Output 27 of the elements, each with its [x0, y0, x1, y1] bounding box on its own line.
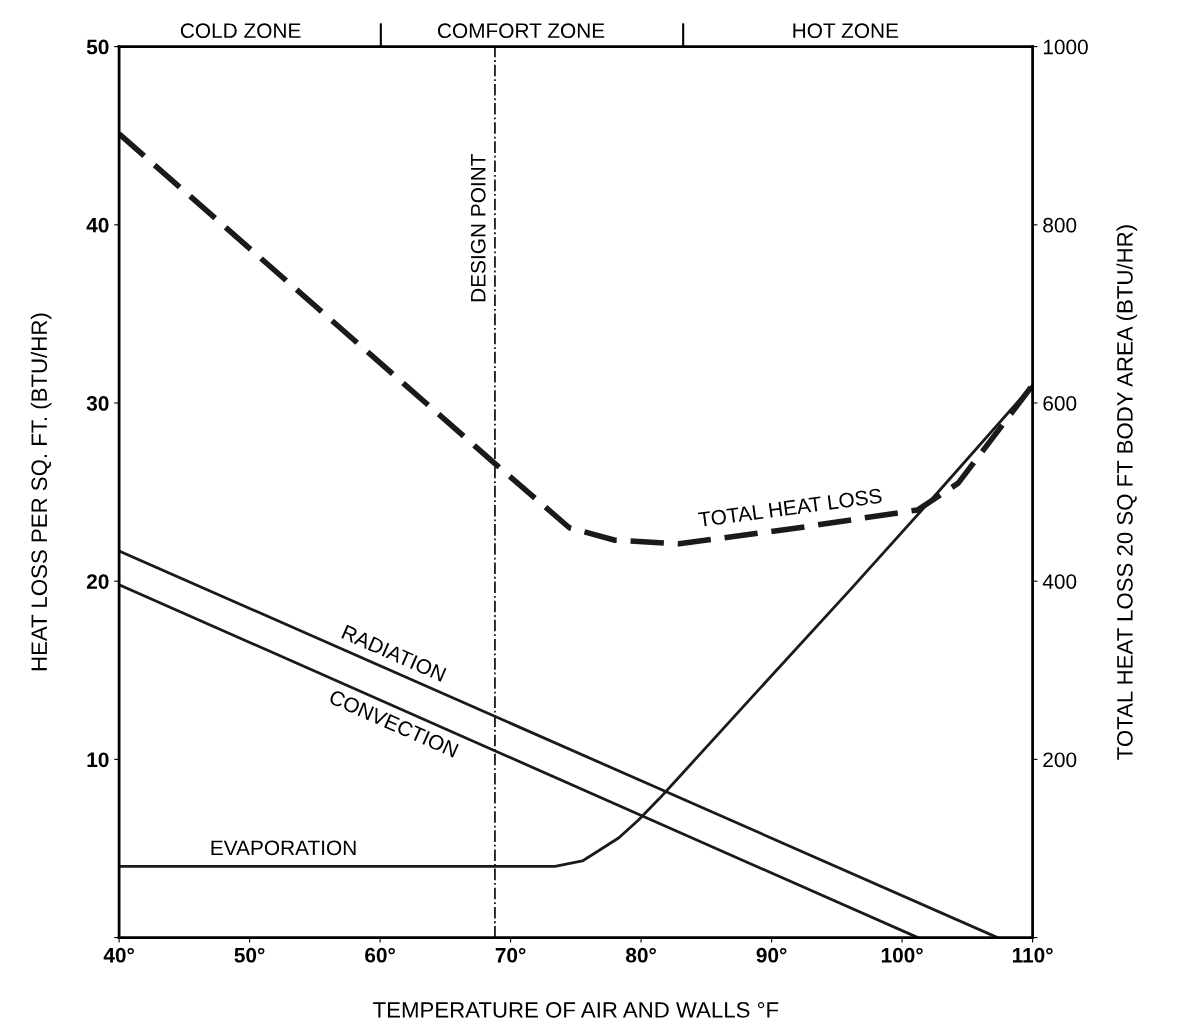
y2-tick-label: 200: [1043, 752, 1077, 768]
x-tick-label: 70°: [495, 947, 526, 963]
y-tick-label: 50: [86, 39, 109, 55]
y-tick-label: 40: [86, 217, 109, 233]
x-tick-label: 80°: [626, 947, 656, 963]
y-tick-label: 20: [86, 574, 109, 589]
x-tick-label: 110°: [1012, 947, 1053, 963]
x-tick-label: 90°: [756, 947, 787, 963]
y2-tick-label: 800: [1043, 217, 1077, 233]
text: TOTAL HEAT LOSS: [697, 488, 883, 528]
x-tick-label: 50°: [234, 947, 265, 963]
x-axis-title: TEMPERATURE OF AIR AND WALLS °F: [373, 1002, 779, 1018]
y2-tick-label: 400: [1042, 574, 1077, 589]
y2-tick-label: 1000: [1043, 39, 1088, 55]
y2-tick-label: 600: [1043, 396, 1077, 411]
text: HOT ZONE: [793, 23, 899, 39]
x-tick-label: 40°: [103, 947, 134, 963]
series-label: EVAPORATION: [211, 840, 356, 856]
text: COMFORT ZONE: [437, 23, 605, 39]
y-tick-label: 10: [87, 752, 109, 768]
y-tick-label: 30: [86, 396, 109, 411]
ref-line-label: DESIGN POINT: [470, 154, 486, 302]
x-tick-label: 60°: [365, 947, 395, 963]
x-tick-label: 100°: [881, 947, 923, 963]
text: COLD ZONE: [180, 23, 301, 39]
y2-axis-title: TOTAL HEAT LOSS 20 SQ FT BODY AREA (BTU/HR): [1116, 225, 1138, 760]
y-axis-title: HEAT LOSS PER SQ. FT. (BTU/HR): [30, 313, 52, 671]
